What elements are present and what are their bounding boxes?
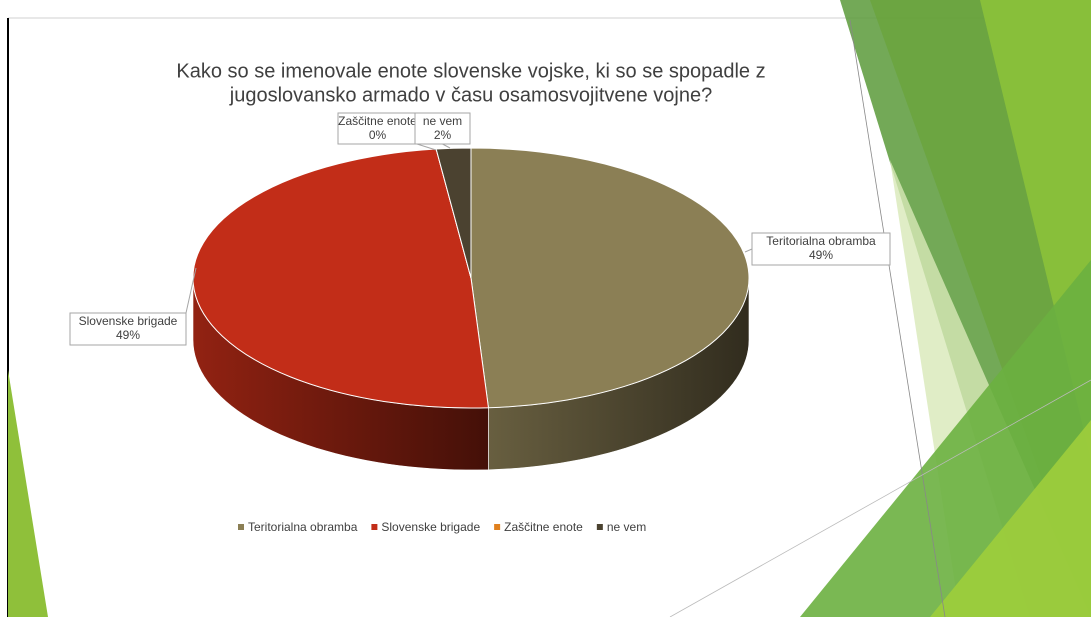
legend-swatch [596, 524, 603, 530]
label-box [414, 112, 471, 145]
label-value: 2% [434, 128, 452, 142]
leader-line [185, 267, 197, 314]
leader-line [744, 248, 753, 253]
label-value: 49% [809, 248, 833, 262]
chart-title: Kako so se imenovale enote slovenske voj… [176, 60, 765, 82]
legend-swatch [494, 524, 501, 530]
chart-title: jugoslovansko armado v času osamosvojitv… [229, 84, 713, 106]
label-box [69, 312, 187, 346]
leader-line [442, 143, 451, 149]
pie-slice [435, 147, 472, 279]
label-category: ne vem [423, 114, 462, 128]
label-box [337, 112, 418, 145]
legend-swatch [238, 524, 244, 530]
decoration [8, 0, 1091, 617]
legend-label: Zaščitne enote [504, 520, 583, 534]
pie [192, 147, 750, 471]
legend: Teritorialna obramba Slovenske brigade Zaš… [238, 520, 646, 534]
label-category: Slovenske brigade [79, 314, 178, 328]
legend-label: Slovenske brigade [381, 520, 480, 534]
legend-label: Teritorialna obramba [248, 520, 358, 534]
legend-swatch [371, 524, 378, 530]
label-category: Zaščitne enote [338, 114, 417, 128]
label-category: Teritorialna obramba [766, 234, 876, 248]
label-value: 49% [116, 328, 140, 342]
pie-slice [192, 148, 490, 409]
label-box [751, 232, 891, 266]
pie-slice [470, 147, 750, 409]
label-value: 0% [369, 128, 387, 142]
legend-label: ne vem [607, 520, 646, 534]
leader-line [416, 143, 437, 151]
